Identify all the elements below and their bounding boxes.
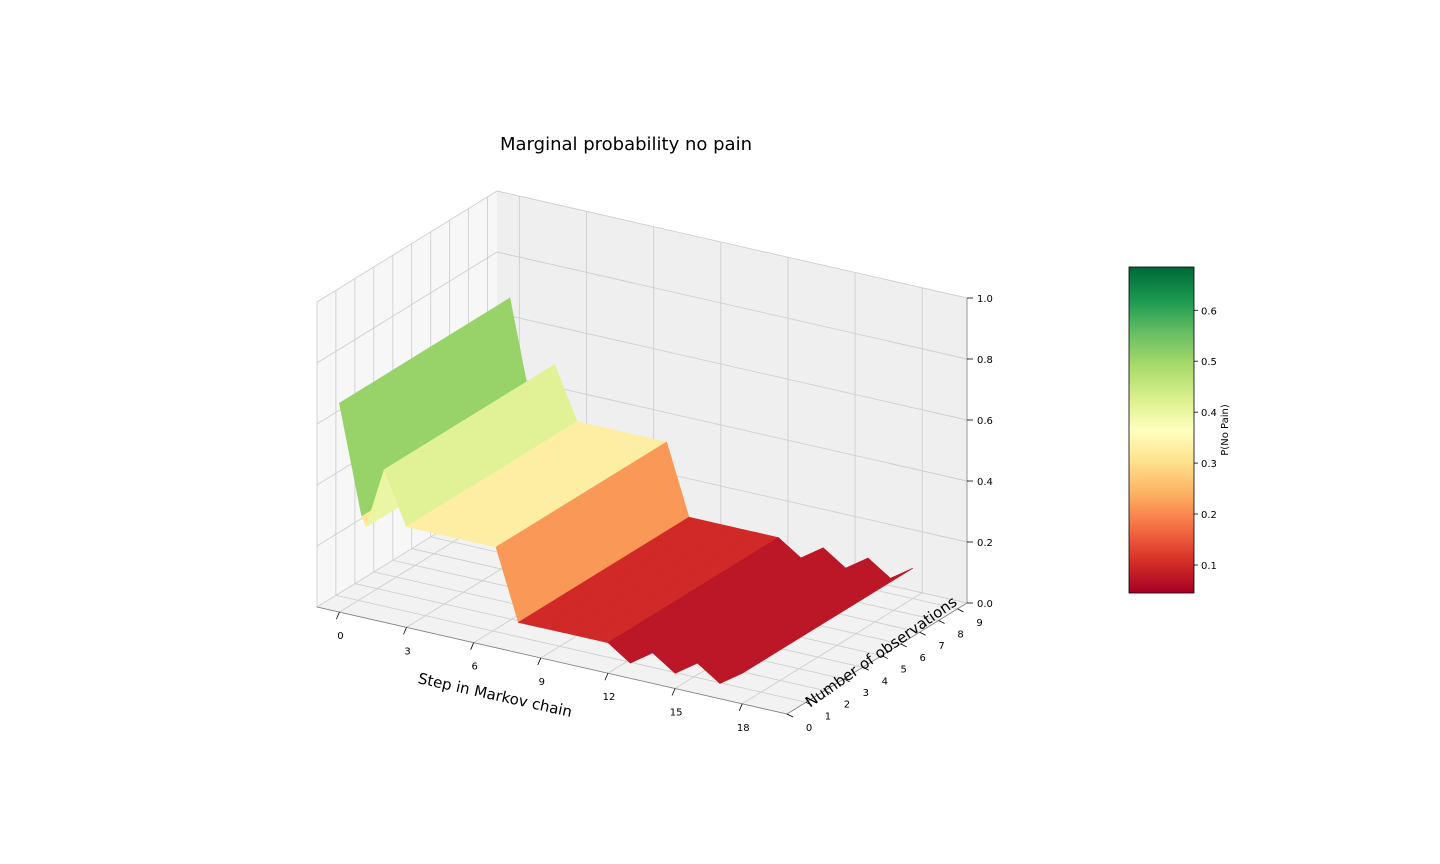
y-tick-mark <box>938 620 945 624</box>
z-tick-label: 0.2 <box>977 538 993 549</box>
x-tick-mark <box>403 627 407 635</box>
colorbar-label: P(No Pain) <box>1220 404 1231 456</box>
x-tick-label: 9 <box>539 677 545 688</box>
x-tick-mark <box>671 688 676 696</box>
x-tick-label: 0 <box>337 631 343 642</box>
z-tick-label: 0.8 <box>977 355 993 366</box>
y-tick-mark <box>824 690 832 694</box>
y-tick-label: 7 <box>938 641 944 652</box>
x-tick-mark <box>738 703 743 711</box>
y-tick-mark <box>862 666 869 671</box>
x-tick-label: 12 <box>603 692 616 703</box>
x-tick-label: 3 <box>404 646 410 657</box>
y-tick-label: 5 <box>901 665 907 676</box>
surface <box>339 297 913 684</box>
y-tick-label: 0 <box>806 723 812 734</box>
colorbar-tick-label: 0.6 <box>1201 306 1217 317</box>
y-tick-label: 9 <box>976 618 982 629</box>
x-axis-label: Step in Markov chain <box>416 669 573 721</box>
y-tick-label: 2 <box>844 700 850 711</box>
surface-patch <box>719 567 913 684</box>
gridline-z <box>316 190 968 303</box>
x-axis-line <box>316 606 788 715</box>
y-tick-label: 1 <box>825 711 831 722</box>
y-tick-mark <box>957 608 964 613</box>
x-tick-label: 18 <box>737 723 750 734</box>
colorbar: 0.1 0.2 0.3 0.4 0.5 0.6 <box>1128 266 1217 594</box>
y-tick-label: 8 <box>957 630 963 641</box>
colorbar-tick-label: 0.1 <box>1201 561 1217 572</box>
gridline-z <box>316 251 968 364</box>
x-tick-mark <box>470 642 475 650</box>
x-tick-label: 6 <box>472 662 478 673</box>
z-tick-label: 0.0 <box>977 599 993 610</box>
x-tick-mark <box>604 673 609 681</box>
y-tick-mark <box>900 643 907 648</box>
y-tick-mark <box>843 678 851 683</box>
y-tick-mark <box>805 701 813 706</box>
x-tick-label: 15 <box>670 708 683 719</box>
x-tick-mark <box>537 657 542 666</box>
z-tick-label: 0.6 <box>977 416 993 427</box>
y-tick-mark <box>919 631 926 636</box>
colorbar-gradient <box>1128 266 1195 594</box>
y-tick-label: 4 <box>882 676 888 687</box>
chart-title: Marginal probability no pain <box>500 134 752 155</box>
y-tick-mark <box>786 713 794 718</box>
colorbar-tick-label: 0.5 <box>1201 357 1217 368</box>
y-tick-label: 6 <box>920 653 926 664</box>
z-tick-label: 0.4 <box>977 477 993 488</box>
y-tick-mark <box>881 655 888 659</box>
y-tick-label: 3 <box>863 688 869 699</box>
colorbar-tick-label: 0.4 <box>1201 408 1217 419</box>
y-axis-line <box>786 602 968 715</box>
colorbar-tick-label: 0.3 <box>1201 459 1217 470</box>
x-tick-mark <box>336 611 340 620</box>
z-tick-label: 1.0 <box>977 294 993 305</box>
colorbar-tick-label: 0.2 <box>1201 510 1217 521</box>
